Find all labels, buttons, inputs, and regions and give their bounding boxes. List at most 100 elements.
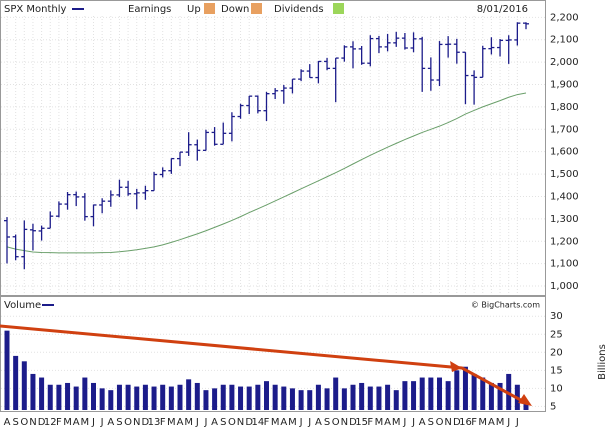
arrow-head — [518, 394, 532, 406]
volume-bar — [497, 382, 503, 410]
date-label: 8/01/2016 — [477, 4, 528, 15]
volume-bar — [203, 390, 209, 410]
volume-bar — [151, 386, 157, 410]
x-tick-label: M — [478, 417, 487, 428]
y-tick-label: 30 — [550, 311, 563, 322]
earnings-down-icon — [251, 3, 262, 14]
y-tick-label: 10 — [550, 383, 563, 394]
volume-bar — [333, 377, 339, 410]
x-tick-label: A — [107, 417, 114, 428]
volume-title: Volume — [4, 300, 41, 311]
volume-bar — [272, 384, 278, 410]
x-tick-label: J — [91, 417, 95, 428]
volume-bar — [445, 381, 451, 410]
y-tick-label: 2,200 — [550, 12, 579, 23]
x-tick-label: O — [20, 417, 28, 428]
volume-bar — [428, 377, 434, 410]
x-tick-label: A — [177, 417, 184, 428]
legend-item: Up — [187, 4, 201, 15]
volume-bar — [220, 384, 226, 410]
volume-bar — [298, 390, 304, 410]
volume-bar — [99, 388, 105, 410]
x-tick-label: F — [56, 417, 62, 428]
x-tick-label: A — [488, 417, 495, 428]
volume-bar — [160, 384, 166, 410]
volume-bar — [108, 390, 114, 410]
x-tick-label: 14 — [251, 417, 264, 428]
y-axis-label: Billions — [597, 344, 608, 380]
volume-bar — [125, 384, 131, 410]
x-tick-label: M — [288, 417, 297, 428]
x-tick-label: F — [367, 417, 373, 428]
volume-bar — [65, 382, 71, 410]
volume-bar — [13, 355, 19, 410]
volume-bar — [315, 384, 321, 410]
x-tick-label: M — [375, 417, 384, 428]
volume-bar — [385, 384, 391, 410]
volume-bar — [142, 384, 148, 410]
volume-bar — [255, 384, 261, 410]
x-tick-label: F — [471, 417, 477, 428]
x-tick-label: 12 — [44, 417, 57, 428]
volume-bar — [419, 377, 425, 410]
earnings-up-icon — [204, 3, 215, 14]
volume-bar — [402, 381, 408, 410]
x-tick-label: F — [160, 417, 166, 428]
volume-bar — [229, 384, 235, 410]
x-tick-label: D — [245, 417, 253, 428]
y-tick-label: 2,100 — [550, 35, 579, 46]
legend-item: Earnings — [128, 4, 171, 15]
volume-bar — [56, 384, 62, 410]
x-tick-label: J — [411, 417, 415, 428]
x-tick-label: N — [133, 417, 140, 428]
legend-swatch — [42, 304, 54, 306]
x-tick-label: J — [195, 417, 199, 428]
x-tick-label: M — [167, 417, 176, 428]
volume-bar — [134, 386, 140, 410]
x-tick-label: A — [384, 417, 391, 428]
x-tick-label: J — [402, 417, 406, 428]
x-tick-label: M — [63, 417, 72, 428]
x-tick-label: J — [307, 417, 311, 428]
x-tick-label: M — [184, 417, 193, 428]
x-tick-label: 13 — [148, 417, 161, 428]
volume-bar — [462, 366, 468, 410]
x-tick-label: J — [515, 417, 519, 428]
volume-bar — [212, 388, 218, 410]
y-tick-label: 1,000 — [550, 281, 579, 292]
x-tick-label: S — [220, 417, 226, 428]
volume-bar — [4, 330, 10, 410]
x-tick-label: S — [12, 417, 18, 428]
x-tick-label: D — [349, 417, 357, 428]
x-tick-label: O — [436, 417, 444, 428]
volume-bar — [341, 388, 347, 410]
volume-bar — [238, 386, 244, 410]
volume-bar — [289, 388, 295, 410]
dividends-icon — [333, 3, 344, 14]
x-tick-label: A — [280, 417, 287, 428]
volume-bar — [367, 386, 373, 410]
volume-panel — [0, 296, 546, 412]
y-tick-label: 1,700 — [550, 124, 579, 135]
x-tick-label: N — [237, 417, 244, 428]
volume-bar — [324, 388, 330, 410]
x-tick-label: S — [428, 417, 434, 428]
y-tick-label: 1,500 — [550, 169, 579, 180]
volume-bar — [168, 386, 174, 410]
y-tick-label: 1,800 — [550, 102, 579, 113]
x-tick-label: S — [324, 417, 330, 428]
y-tick-label: 2,000 — [550, 57, 579, 68]
volume-bar — [82, 377, 88, 410]
volume-bar — [471, 373, 477, 410]
x-tick-label: M — [496, 417, 505, 428]
x-tick-label: M — [81, 417, 90, 428]
volume-bar — [47, 384, 53, 410]
x-tick-label: N — [29, 417, 36, 428]
volume-bar — [186, 379, 192, 410]
volume-bar — [411, 381, 417, 410]
x-tick-label: N — [444, 417, 451, 428]
x-tick-label: F — [264, 417, 270, 428]
legend-item: Dividends — [274, 4, 324, 15]
y-tick-label: 1,900 — [550, 79, 579, 90]
